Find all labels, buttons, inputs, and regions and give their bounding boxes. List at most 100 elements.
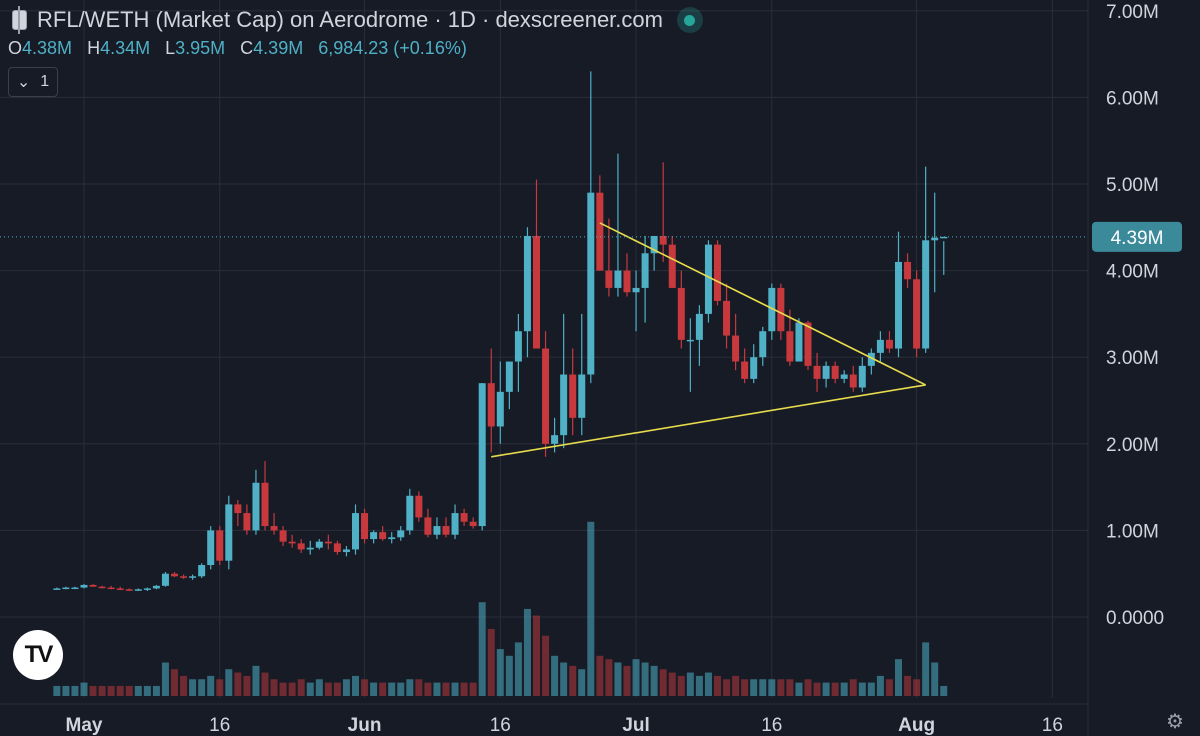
volume-bar [261, 672, 269, 696]
open-value: 4.38M [22, 38, 73, 58]
y-tick-label: 2.00M [1106, 435, 1159, 456]
volume-bar [424, 682, 432, 696]
volume-bar [813, 682, 821, 696]
volume-bar [406, 679, 414, 696]
volume-bar [804, 679, 812, 696]
volume-bar [324, 682, 332, 696]
candle-body [324, 541, 332, 544]
candle-body [822, 365, 830, 379]
tradingview-logo[interactable]: TV [13, 630, 63, 680]
x-tick-label: May [66, 715, 103, 736]
candle-body [514, 331, 522, 362]
volume-bar [560, 662, 568, 696]
candle-body [668, 244, 676, 288]
candle-body [867, 352, 875, 366]
candle-body [143, 588, 151, 590]
candle-body [677, 287, 685, 340]
candle-body [388, 537, 396, 540]
candle-body [216, 530, 224, 561]
volume-bar [279, 682, 287, 696]
candle-body [424, 517, 432, 535]
candle-body [560, 374, 568, 436]
volume-bar [478, 602, 486, 696]
volume-bar [605, 659, 613, 696]
volume-bar [714, 675, 721, 696]
x-tick-label: 16 [761, 715, 782, 736]
candle-body [931, 237, 939, 241]
candle-body [632, 287, 640, 293]
volume-bar [198, 679, 206, 696]
volume-bar [53, 685, 61, 696]
candle-body [288, 541, 296, 544]
volume-bar [596, 655, 604, 696]
low-value: 3.95M [175, 38, 226, 58]
chevron-down-icon: ⌄ [16, 74, 31, 91]
candle-body [533, 235, 540, 349]
x-tick-label: Jul [622, 715, 649, 736]
candle-body [243, 513, 251, 531]
volume-bar [352, 675, 359, 696]
volume-bar [831, 682, 839, 696]
volume-bar [116, 685, 124, 696]
candle-body [623, 270, 631, 293]
triangle-trendline [491, 384, 926, 458]
volume-bar [134, 685, 142, 696]
candlestick-icon [12, 6, 27, 34]
volume-bar [107, 685, 115, 696]
candle-body [795, 322, 803, 362]
candle-body [723, 300, 731, 336]
settings-gear-icon[interactable]: ⚙ [1166, 711, 1184, 733]
candle-body [189, 576, 197, 578]
candle-body [849, 374, 857, 388]
candle-body [80, 584, 88, 588]
candle-body [152, 585, 160, 589]
volume-bar [587, 521, 595, 696]
candle-body [171, 573, 178, 577]
candle-body [641, 253, 649, 288]
volume-bar [270, 679, 278, 696]
candle-body [433, 526, 441, 535]
candle-body [306, 547, 314, 550]
candle-body [505, 361, 513, 392]
volume-bar [858, 682, 866, 696]
volume-bar [216, 679, 224, 696]
volume-bar [171, 669, 178, 696]
volume-bar [940, 685, 948, 696]
y-tick-label: 5.00M [1106, 175, 1159, 196]
low-key: L [165, 38, 176, 58]
close-key: C [240, 38, 254, 58]
candle-body [198, 565, 206, 577]
candle-body [523, 235, 531, 332]
volume-bar [867, 682, 875, 696]
volume-bar [469, 682, 477, 696]
volume-bar [822, 682, 830, 696]
volume-bar [659, 669, 667, 696]
candle-body [614, 270, 622, 288]
volume-bar [225, 669, 233, 696]
candle-body [750, 357, 758, 379]
volume-bar [370, 682, 378, 696]
volume-bar [704, 672, 712, 696]
volume-bar [415, 679, 423, 696]
candle-body [252, 482, 260, 531]
volume-bar [451, 682, 459, 696]
ohlc-values: O4.38M H4.34M L3.95M C4.39M 6,984.23 (+0… [8, 38, 703, 59]
volume-bar [505, 655, 513, 696]
indicator-toggle-button[interactable]: ⌄ 1 [8, 67, 58, 97]
candle-body [487, 383, 495, 427]
x-tick-label: Jun [348, 715, 382, 736]
y-tick-label: 7.00M [1106, 2, 1159, 23]
candle-body [460, 513, 468, 522]
x-tick-label: 16 [209, 715, 230, 736]
candle-body [768, 287, 776, 332]
volume-bar [533, 615, 540, 696]
candle-body [342, 549, 350, 553]
volume-bar [189, 679, 197, 696]
candle-body [469, 521, 477, 527]
candle-body [116, 588, 124, 590]
volume-bar [723, 679, 731, 696]
volume-bar [895, 659, 902, 696]
candle-body [587, 192, 595, 375]
live-status-icon [676, 7, 703, 33]
